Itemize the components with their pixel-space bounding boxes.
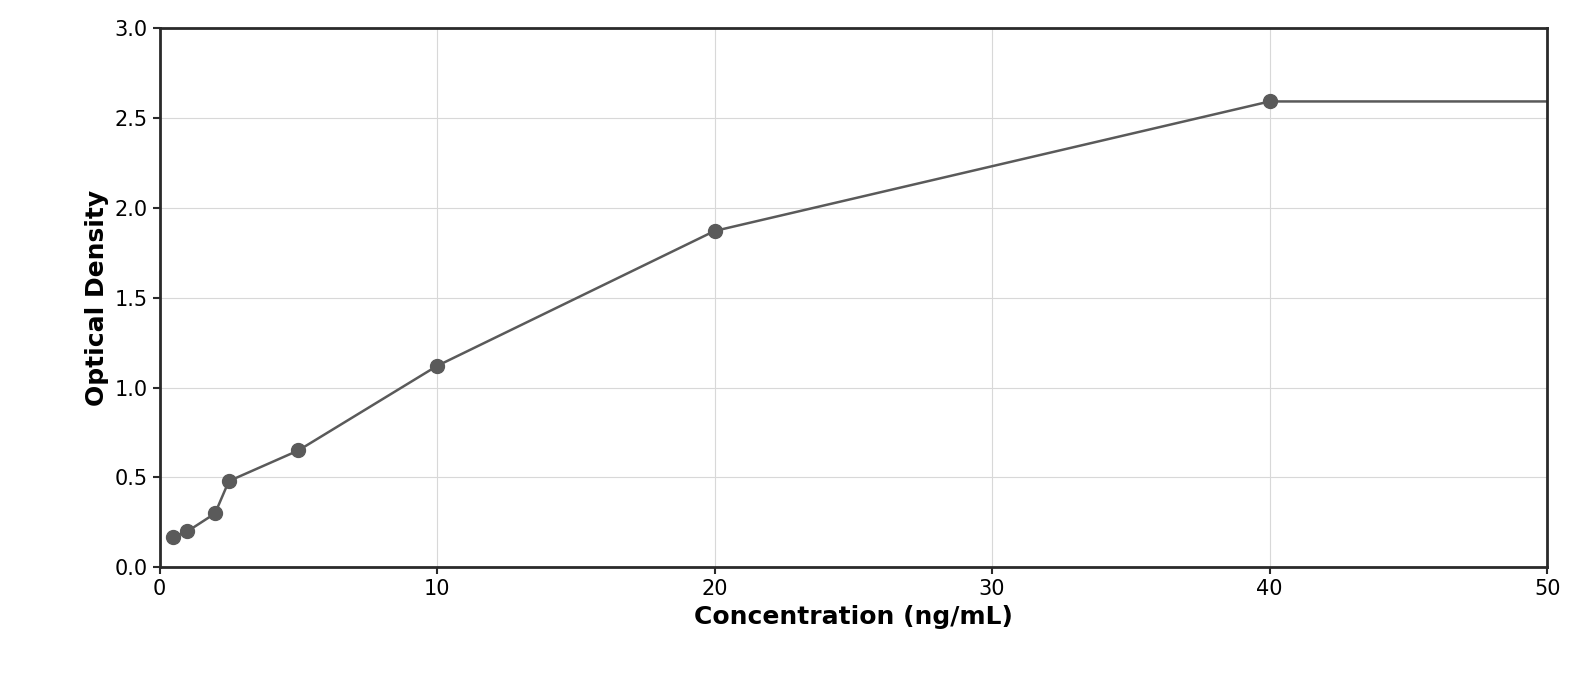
Y-axis label: Optical Density: Optical Density — [85, 190, 108, 406]
Point — [702, 226, 727, 237]
Point — [174, 526, 199, 537]
Point — [161, 531, 187, 543]
Point — [286, 445, 311, 456]
Point — [1257, 96, 1282, 107]
Point — [203, 508, 228, 519]
Point — [217, 475, 242, 486]
Point — [424, 361, 450, 372]
X-axis label: Concentration (ng/mL): Concentration (ng/mL) — [694, 605, 1013, 629]
